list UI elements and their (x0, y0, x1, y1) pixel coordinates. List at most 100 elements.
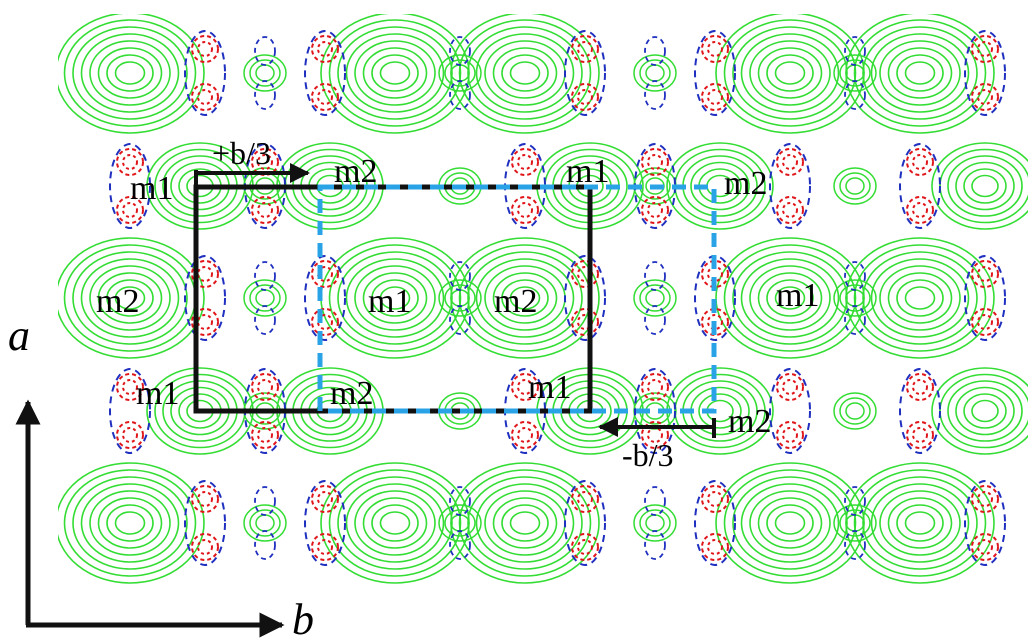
contour-line (862, 476, 978, 570)
contour-line (955, 386, 1015, 436)
contour-line (257, 427, 273, 443)
contour-line (449, 261, 471, 291)
contour-line (379, 511, 411, 535)
contour-line (971, 174, 999, 198)
contour-line (844, 530, 866, 560)
contour-line (72, 251, 188, 345)
contour-line (904, 61, 936, 85)
contour-line (114, 61, 146, 85)
contour-line (317, 491, 333, 507)
contour-line (633, 54, 677, 92)
contour-line (912, 427, 928, 443)
contour-line (89, 265, 171, 331)
contour-line (782, 427, 798, 443)
contour-line (475, 483, 575, 563)
contour-line (977, 314, 993, 330)
contour-line (311, 35, 339, 63)
contour-line (701, 533, 729, 561)
contour-line (197, 539, 213, 555)
contour-line (254, 305, 276, 335)
contour-line (647, 154, 663, 170)
site-label-m1: m1 (130, 170, 173, 207)
contour-line (931, 142, 1028, 230)
contour-line (644, 305, 666, 335)
contour-line (701, 260, 729, 288)
contour-line (904, 286, 936, 310)
contour-line (438, 279, 482, 317)
contour-line (109, 368, 151, 454)
contour-line (484, 490, 566, 556)
axis-label-a: a (8, 311, 30, 360)
contour-line (191, 533, 219, 561)
contour-line (564, 255, 606, 341)
contour-line (197, 314, 213, 330)
contour-line (899, 368, 941, 454)
contour-line (80, 258, 180, 338)
contour-line (853, 244, 987, 352)
contour-line (449, 530, 471, 560)
contour-line (647, 202, 663, 218)
contour-line (362, 497, 428, 549)
contour-line (63, 469, 197, 577)
contour-line (839, 172, 871, 200)
contour-line (517, 202, 533, 218)
contour-line (757, 272, 823, 324)
contour-line (243, 54, 287, 92)
contour-line (577, 491, 593, 507)
contour-line (707, 89, 723, 105)
site-label-m2: m2 (96, 283, 139, 320)
contour-line (647, 379, 663, 395)
contour-line (912, 379, 928, 395)
contour-line (701, 308, 729, 336)
contour-line (774, 61, 806, 85)
contour-line (254, 530, 276, 560)
contour-line (963, 393, 1007, 429)
contour-line (254, 80, 276, 110)
contour-line (701, 35, 729, 63)
contour-line (354, 40, 436, 106)
contour-line (251, 196, 279, 224)
contour-line (740, 483, 840, 563)
contour-line (732, 476, 848, 570)
contour-line (444, 284, 476, 312)
contour-line (912, 202, 928, 218)
contour-line (757, 497, 823, 549)
contour-line (492, 47, 558, 99)
contour-line (116, 148, 144, 176)
contour-line (641, 421, 669, 449)
contour-line (304, 480, 346, 566)
contour-line (870, 33, 970, 113)
contour-line (732, 251, 848, 345)
contour-line (191, 35, 219, 63)
contour-line (766, 54, 814, 92)
contour-line (492, 497, 558, 549)
contour-line (63, 19, 197, 127)
contour-line (870, 258, 970, 338)
contour-line (484, 40, 566, 106)
contour-line (304, 255, 346, 341)
axis-label-b: b (292, 595, 314, 639)
contour-line (833, 167, 877, 205)
contour-line (254, 36, 276, 66)
contour-line (251, 421, 279, 449)
contour-line (870, 483, 970, 563)
contour-line (833, 504, 877, 542)
contour-line (971, 83, 999, 111)
contour-line (501, 504, 549, 542)
contour-line (509, 511, 541, 535)
contour-line (955, 161, 1015, 211)
contour-line (80, 33, 180, 113)
contour-line (887, 272, 953, 324)
contour-line (732, 26, 848, 120)
contour-line (449, 305, 471, 335)
contour-line (899, 143, 941, 229)
shift-label-minus: -b/3 (622, 437, 674, 473)
contour-line (644, 80, 666, 110)
contour-line (641, 373, 669, 401)
contour-line (833, 54, 877, 92)
contour-line (896, 504, 944, 542)
contour-line (492, 272, 558, 324)
contour-line (311, 83, 339, 111)
contour-line (72, 476, 188, 570)
